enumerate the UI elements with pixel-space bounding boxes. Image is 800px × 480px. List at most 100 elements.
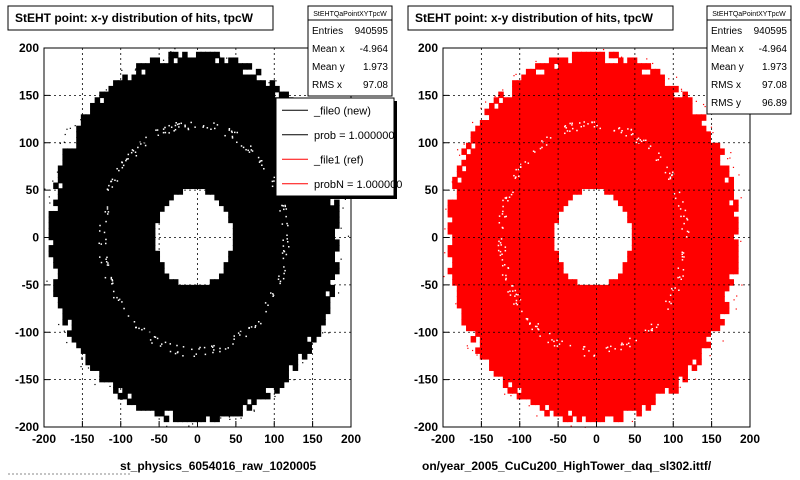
hit-cell [163, 387, 170, 394]
hit-cell [581, 381, 587, 389]
hit-cell [493, 120, 500, 127]
hit-cell [278, 370, 285, 377]
hit-cell [159, 398, 165, 406]
hit-cell [470, 290, 477, 298]
hit-cell [126, 387, 133, 394]
hit-cell [85, 358, 91, 366]
hit-cell [585, 336, 592, 343]
hit-cell [466, 193, 472, 201]
hit-cell [525, 108, 532, 116]
hit-cell [200, 398, 207, 406]
hit-cell [525, 114, 532, 121]
hit-cell [498, 210, 504, 218]
hit-cell [466, 318, 472, 326]
hit-cell [599, 154, 606, 161]
sparse-hit [135, 154, 138, 157]
hit-cell [466, 222, 472, 229]
hit-cell [292, 307, 299, 315]
hit-cell [521, 392, 527, 400]
hit-cell [265, 97, 271, 104]
hit-cell [108, 182, 114, 190]
hit-cell [604, 114, 610, 121]
hit-cell [149, 176, 156, 184]
hit-cell [186, 370, 193, 377]
hit-cell [599, 296, 606, 303]
hit-cell [218, 188, 225, 195]
hit-cell [525, 370, 532, 377]
hit-cell [599, 290, 606, 298]
hit-cell [535, 165, 541, 172]
hit-cell [232, 176, 239, 184]
hit-cell [548, 307, 555, 315]
hit-cell [274, 273, 280, 281]
hit-cell [576, 97, 583, 104]
hit-cell [251, 370, 257, 377]
hit-cell [223, 74, 230, 82]
hit-cell [246, 273, 253, 281]
hit-cell [525, 182, 532, 190]
hit-cell [475, 205, 481, 212]
hit-cell [191, 307, 197, 315]
hit-cell [103, 199, 110, 207]
hit-cell [581, 159, 587, 167]
panel-title-box [7, 5, 274, 31]
hit-cell [242, 108, 248, 116]
hit-cell [191, 347, 197, 354]
hit-cell [246, 80, 253, 87]
hit-cell [594, 176, 601, 184]
hit-cell [99, 205, 105, 212]
hit-cell [62, 318, 68, 326]
hit-cell [479, 330, 486, 337]
sparse-hit [118, 169, 120, 172]
hit-cell [108, 193, 114, 201]
hit-cell [479, 216, 486, 224]
hit-cell [484, 324, 490, 332]
hit-cell [145, 381, 151, 389]
stray-hit [167, 417, 169, 420]
hit-cell [507, 336, 513, 343]
hit-cell [172, 131, 179, 138]
sparse-hit [176, 344, 178, 347]
hit-cell [558, 353, 564, 360]
hit-cell [562, 330, 569, 337]
hit-cell [223, 318, 230, 326]
hit-cell [255, 80, 262, 87]
hit-cell [456, 222, 463, 229]
hit-cell [525, 176, 532, 184]
hit-cell [278, 216, 285, 224]
hit-cell [260, 233, 266, 241]
hit-cell [172, 154, 179, 161]
hit-cell [103, 273, 110, 281]
hit-cell [94, 176, 101, 184]
hit-cell [502, 193, 509, 201]
sparse-hit [110, 180, 112, 183]
hit-cell [186, 415, 193, 423]
hit-cell [329, 228, 336, 235]
hit-cell [475, 239, 481, 246]
hit-cell [461, 222, 467, 229]
hit-cell [237, 296, 243, 303]
hit-cell [205, 176, 211, 184]
hit-cell [80, 330, 87, 337]
hit-cell [571, 148, 578, 155]
hit-cell [562, 188, 569, 195]
hit-cell [306, 233, 312, 241]
hit-cell [604, 347, 610, 354]
hit-cell [140, 392, 147, 400]
hit-cell [177, 85, 184, 93]
hit-cell [103, 120, 110, 127]
hit-cell [131, 256, 137, 263]
hit-cell [126, 336, 133, 343]
hit-cell [103, 267, 110, 275]
hit-cell [103, 284, 110, 292]
hit-cell [576, 392, 583, 400]
hit-cell [223, 267, 230, 275]
hit-cell [599, 313, 606, 320]
hit-cell [71, 262, 78, 269]
hit-cell [447, 210, 454, 218]
hit-cell [498, 228, 504, 235]
hit-cell [223, 68, 230, 76]
hit-cell [470, 154, 477, 161]
hit-cell [182, 296, 188, 303]
hit-cell [461, 171, 467, 178]
